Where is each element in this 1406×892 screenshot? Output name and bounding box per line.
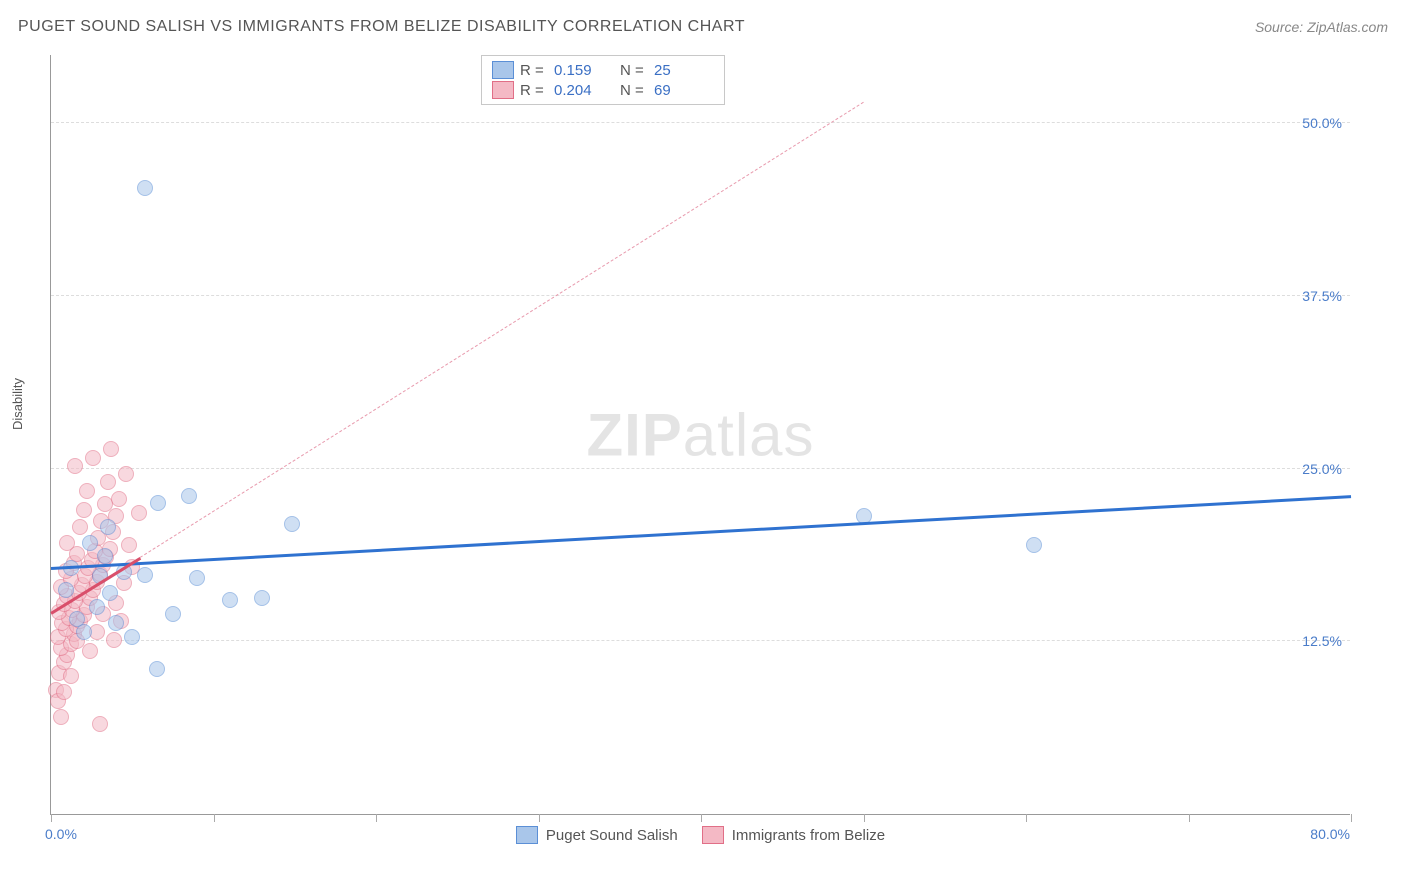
x-tick xyxy=(1189,814,1190,822)
data-point xyxy=(106,632,122,648)
data-point xyxy=(82,643,98,659)
plot-area: ZIPatlas R =0.159N =25R =0.204N =69 Puge… xyxy=(50,55,1350,815)
data-point xyxy=(108,615,124,631)
y-tick-label: 37.5% xyxy=(1302,288,1342,304)
legend-swatch xyxy=(492,81,514,99)
data-point xyxy=(131,505,147,521)
legend-series-label: Immigrants from Belize xyxy=(732,827,885,844)
legend-r-value: 0.204 xyxy=(554,82,614,99)
legend-n-label: N = xyxy=(620,62,648,79)
x-tick xyxy=(51,814,52,822)
legend-row: R = 0.159 N = 25 xyxy=(492,60,714,80)
data-point xyxy=(72,519,88,535)
data-point xyxy=(82,535,98,551)
legend-swatch xyxy=(516,826,538,844)
legend-n-label: N = xyxy=(620,82,648,99)
chart-title: PUGET SOUND SALISH VS IMMIGRANTS FROM BE… xyxy=(18,18,745,36)
data-point xyxy=(53,709,69,725)
y-axis-label: Disability xyxy=(10,378,25,430)
legend-r-value: 0.159 xyxy=(554,62,614,79)
legend-swatch xyxy=(492,61,514,79)
legend-series-label: Puget Sound Salish xyxy=(546,827,678,844)
data-point xyxy=(118,466,134,482)
chart-source: Source: ZipAtlas.com xyxy=(1255,19,1388,35)
data-point xyxy=(137,180,153,196)
legend-series-item: Puget Sound Salish xyxy=(516,826,678,844)
data-point xyxy=(284,516,300,532)
watermark: ZIPatlas xyxy=(586,400,814,469)
data-point xyxy=(137,567,153,583)
legend-swatch xyxy=(702,826,724,844)
data-point xyxy=(189,570,205,586)
data-point xyxy=(150,495,166,511)
data-point xyxy=(121,537,137,553)
legend-row: R = 0.204 N = 69 xyxy=(492,80,714,100)
legend-r-label: R = xyxy=(520,62,548,79)
data-point xyxy=(100,519,116,535)
x-tick xyxy=(214,814,215,822)
trend-line xyxy=(51,495,1351,569)
x-tick xyxy=(864,814,865,822)
data-point xyxy=(97,548,113,564)
data-point xyxy=(58,582,74,598)
legend-n-value: 69 xyxy=(654,82,714,99)
trend-line xyxy=(51,101,864,613)
gridline xyxy=(51,468,1350,469)
data-point xyxy=(63,668,79,684)
chart-header: PUGET SOUND SALISH VS IMMIGRANTS FROM BE… xyxy=(18,18,1388,36)
x-tick xyxy=(1026,814,1027,822)
y-tick-label: 12.5% xyxy=(1302,633,1342,649)
data-point xyxy=(79,483,95,499)
data-point xyxy=(181,488,197,504)
data-point xyxy=(59,535,75,551)
data-point xyxy=(56,684,72,700)
x-min-label: 0.0% xyxy=(45,826,77,842)
x-tick xyxy=(701,814,702,822)
data-point xyxy=(111,491,127,507)
x-tick xyxy=(1351,814,1352,822)
legend-r-label: R = xyxy=(520,82,548,99)
data-point xyxy=(97,496,113,512)
data-point xyxy=(222,592,238,608)
data-point xyxy=(102,585,118,601)
data-point xyxy=(254,590,270,606)
data-point xyxy=(124,629,140,645)
data-point xyxy=(92,716,108,732)
data-point xyxy=(89,599,105,615)
x-tick xyxy=(539,814,540,822)
legend-series-item: Immigrants from Belize xyxy=(702,826,885,844)
legend-series: Puget Sound Salish Immigrants from Belize xyxy=(51,826,1350,844)
data-point xyxy=(76,502,92,518)
y-tick-label: 25.0% xyxy=(1302,461,1342,477)
y-tick-label: 50.0% xyxy=(1302,115,1342,131)
data-point xyxy=(165,606,181,622)
data-point xyxy=(85,450,101,466)
data-point xyxy=(1026,537,1042,553)
gridline xyxy=(51,295,1350,296)
data-point xyxy=(67,458,83,474)
x-tick xyxy=(376,814,377,822)
gridline xyxy=(51,640,1350,641)
data-point xyxy=(103,441,119,457)
data-point xyxy=(69,611,85,627)
legend-n-value: 25 xyxy=(654,62,714,79)
x-max-label: 80.0% xyxy=(1310,826,1350,842)
data-point xyxy=(149,661,165,677)
data-point xyxy=(100,474,116,490)
legend-correlation: R = 0.159 N = 25 R = 0.204 N = 69 xyxy=(481,55,725,105)
gridline xyxy=(51,122,1350,123)
